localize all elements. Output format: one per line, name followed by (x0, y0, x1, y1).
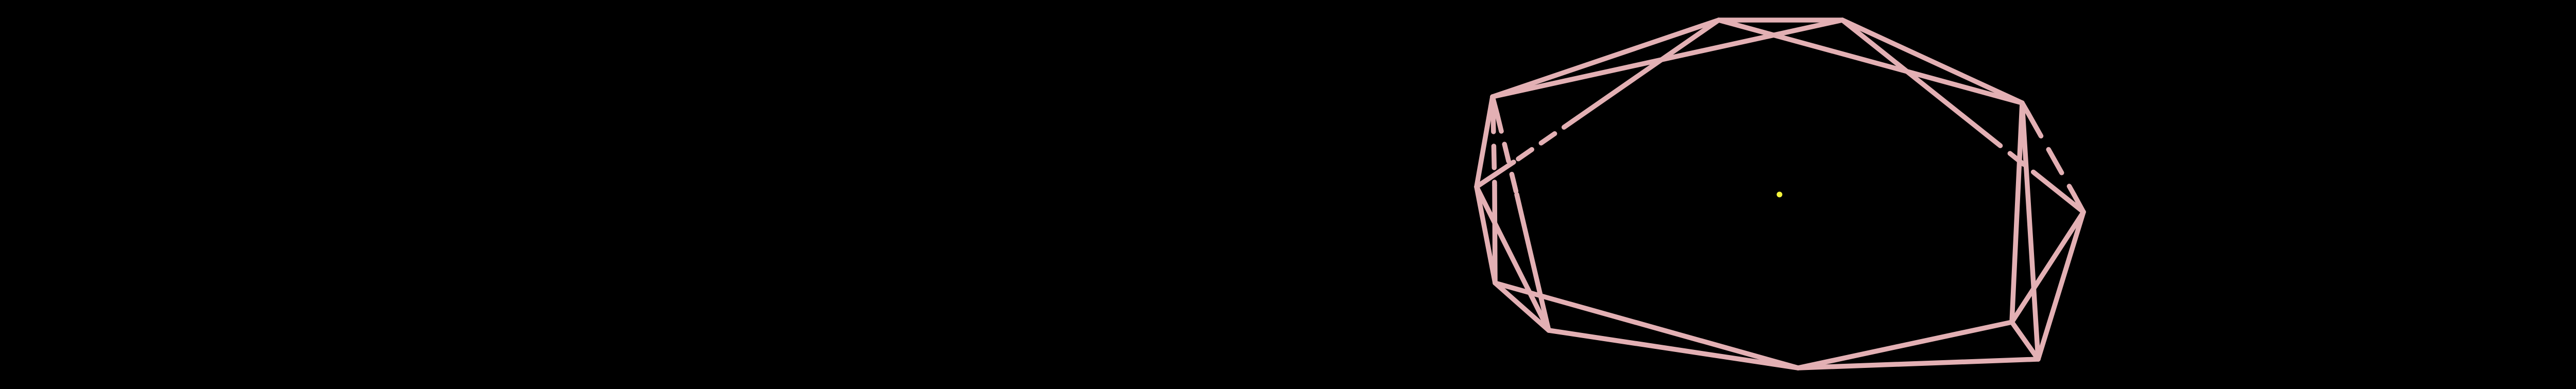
wireframe-edge (1490, 94, 1500, 117)
wireframe-edge (2032, 171, 2086, 215)
wireframe-hidden-edge (2025, 110, 2077, 198)
yellow-center-point (1776, 191, 1783, 198)
wireframe-edge (1795, 320, 2014, 370)
wireframe-edge (2009, 320, 2041, 362)
wireframe-edge (2009, 209, 2086, 325)
wireframe-edge (1840, 17, 1989, 137)
wireframe-hidden-edge (1984, 132, 2038, 176)
wireframe-edge (1474, 160, 1516, 189)
wireframe-edge (1546, 328, 1801, 370)
wireframe-edge (1474, 94, 1495, 189)
wireframe-edge (1514, 192, 1551, 333)
wireframe-edge (1493, 280, 1551, 333)
wireframe-edge (1490, 17, 1721, 99)
wireframe-edge (1575, 17, 1721, 120)
wireframe-hidden-edge (1511, 115, 1580, 165)
wireframe-edge (1840, 17, 2025, 105)
wireframe-edge (1795, 357, 2041, 370)
wireframe-edge (1474, 184, 1551, 333)
wireframe-hidden-edge (1490, 108, 1497, 188)
wireframe-edge (2009, 100, 2025, 325)
wireframe-edge (2036, 209, 2086, 362)
wireframe-edge (1493, 280, 1801, 370)
wireframe-edge (2020, 100, 2041, 362)
convex-polyhedron-wireframe (1474, 17, 2086, 370)
wireframe-edge (1474, 184, 1498, 286)
wireframe-hidden-edge (1495, 112, 1519, 197)
